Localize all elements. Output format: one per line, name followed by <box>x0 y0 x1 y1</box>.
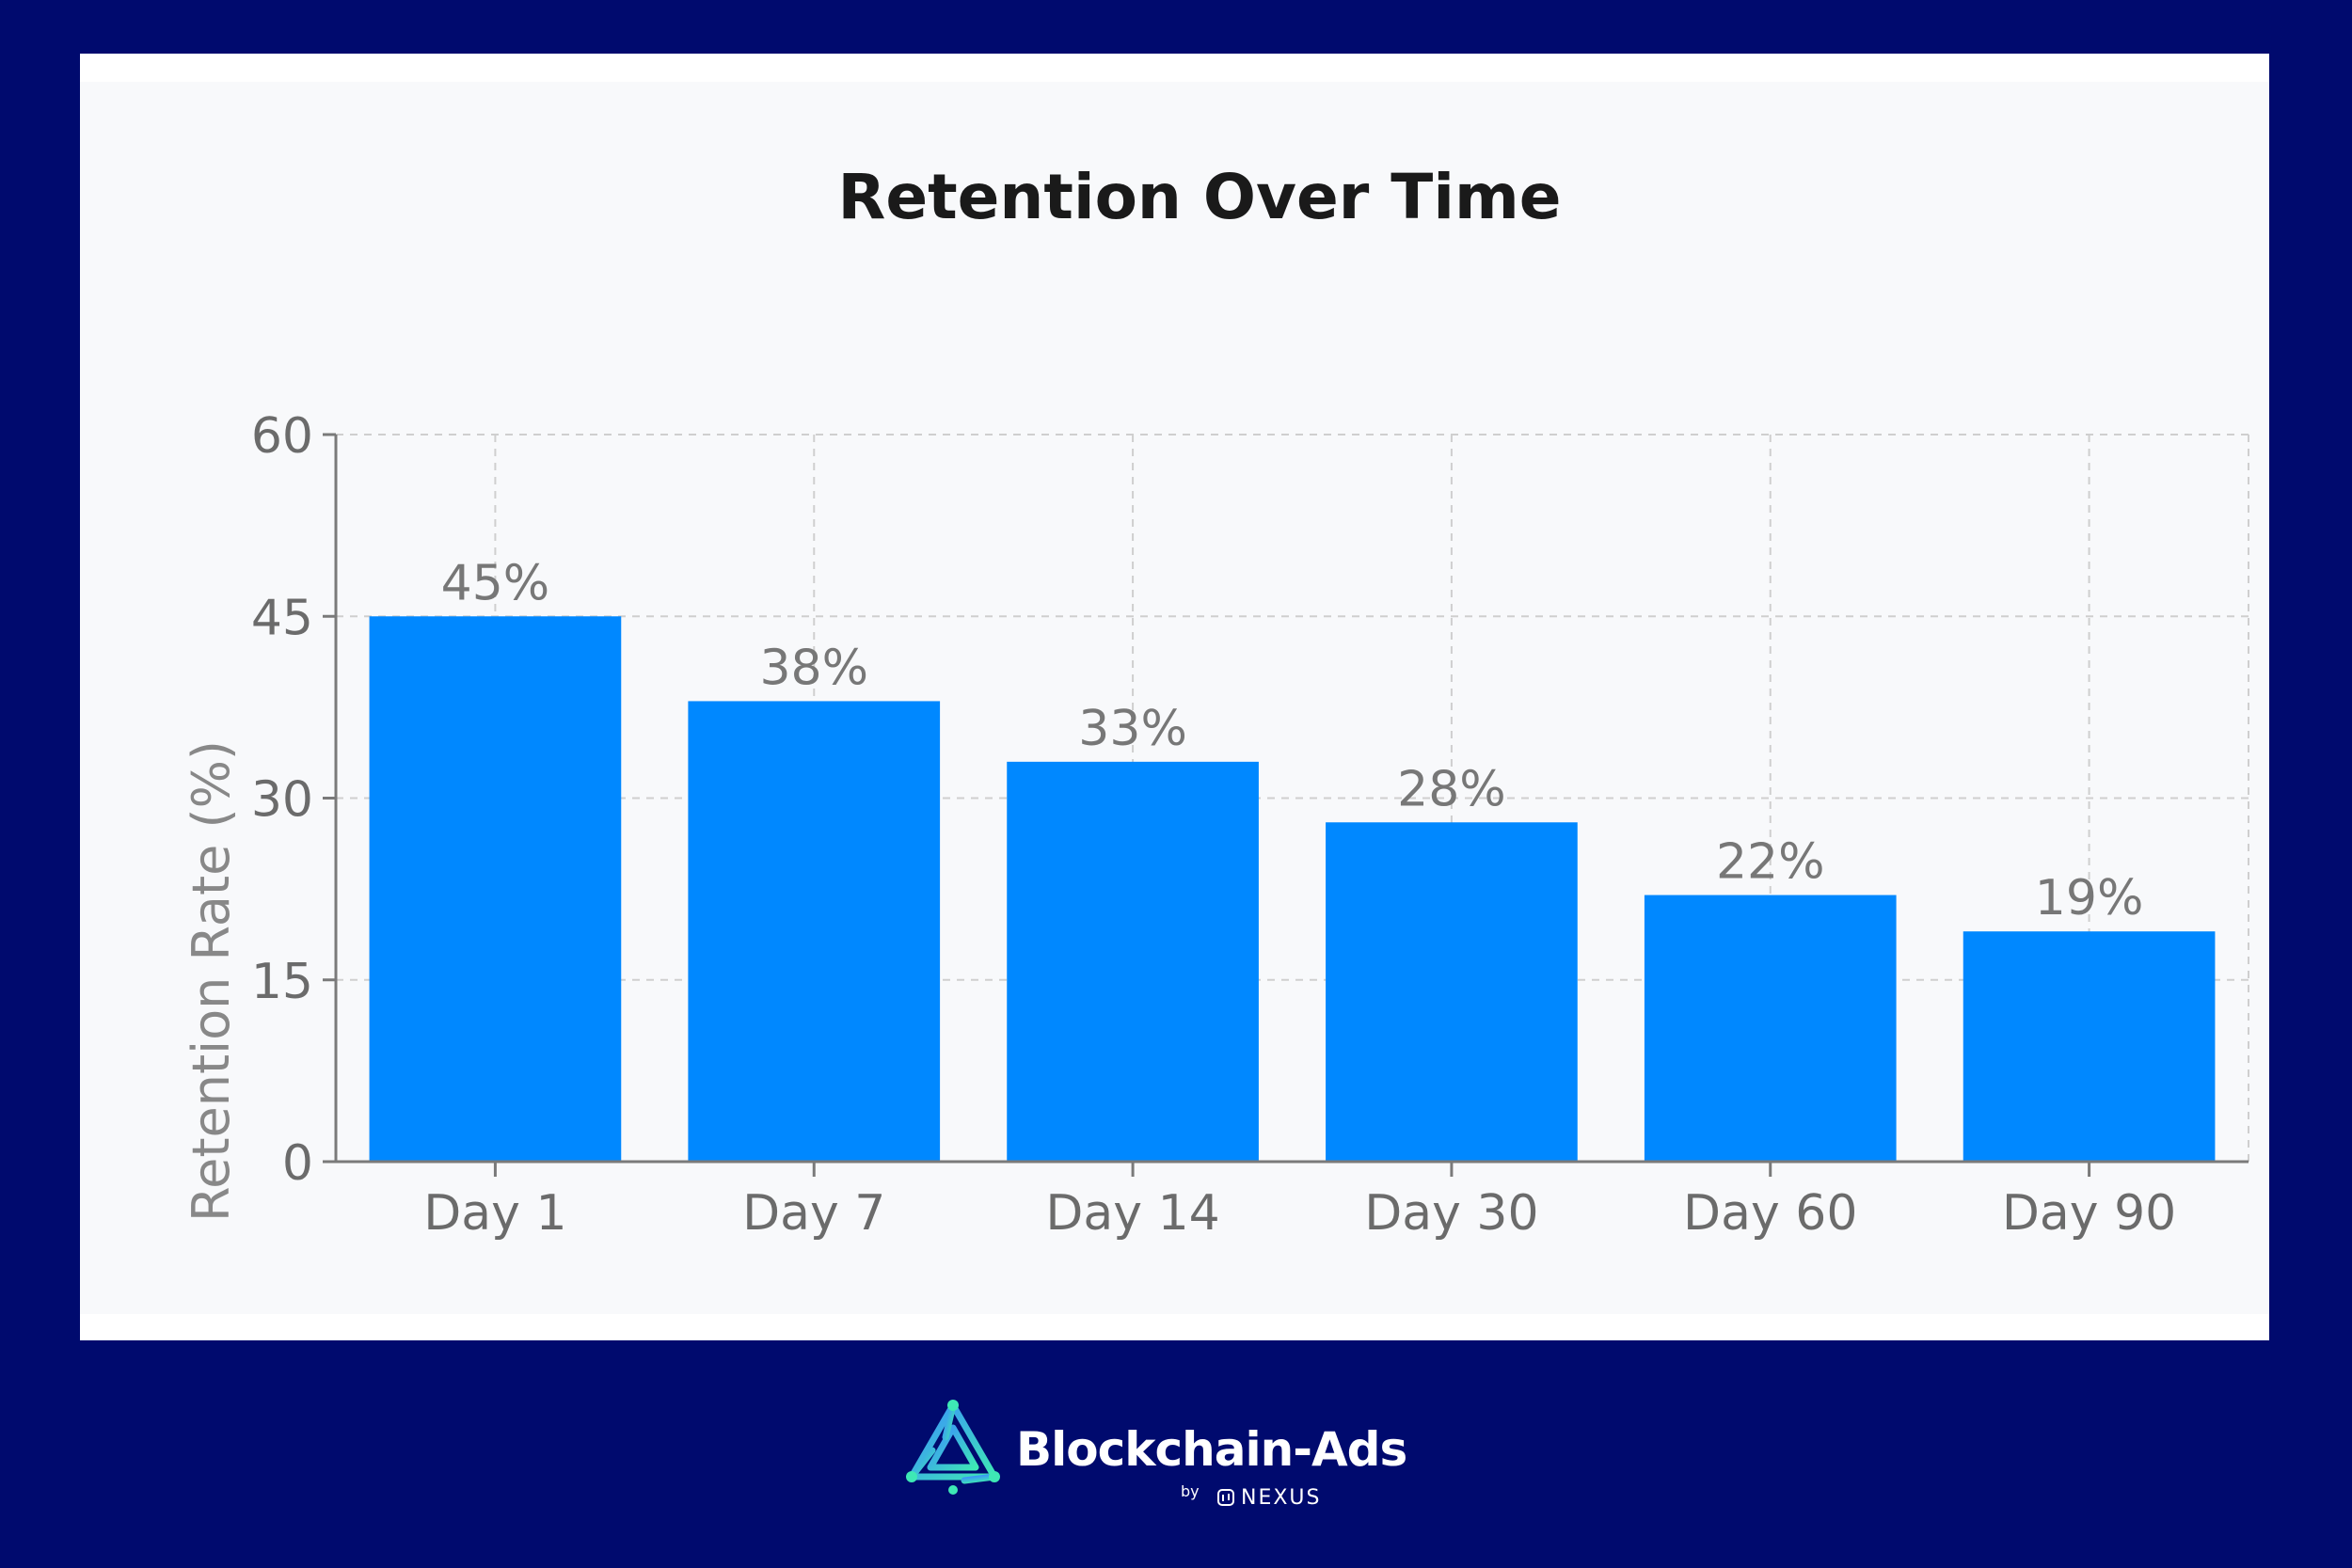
bar-value-label: 19% <box>2035 870 2144 927</box>
bar-value-label: 38% <box>759 640 868 696</box>
bar-value-label: 33% <box>1078 701 1187 757</box>
bar <box>369 616 622 1162</box>
y-tick-labels: 0 15 30 45 60 <box>251 408 313 1192</box>
bars <box>369 616 2216 1162</box>
plot-panel: Retention Over Time 45% 38% 33% 28% 22% 19% 0… <box>80 82 2269 1314</box>
x-tick-labels: Day 1 Day 7 Day 14 Day 30 Day 60 Day 90 <box>423 1185 2176 1242</box>
x-tick-label: Day 14 <box>1045 1185 1219 1242</box>
x-tick-label: Day 1 <box>423 1185 566 1242</box>
y-tick-label: 15 <box>251 954 313 1010</box>
bar-value-label: 45% <box>441 555 550 611</box>
x-tick-label: Day 7 <box>742 1185 885 1242</box>
bar <box>688 701 941 1162</box>
nexus-logo-icon <box>1217 1489 1234 1506</box>
chart-card: Retention Over Time 45% 38% 33% 28% 22% 19% 0… <box>80 54 2269 1340</box>
chart-title: Retention Over Time <box>838 161 1562 233</box>
y-axis-label: Retention Rate (%) <box>182 740 241 1222</box>
brand-by-text: by <box>1181 1482 1200 1500</box>
brand-name: Blockchain-Ads <box>1016 1422 1407 1477</box>
y-tick-label: 60 <box>251 408 313 465</box>
y-tick-label: 30 <box>251 772 313 829</box>
blockchain-ads-logo-icon <box>906 1400 1000 1495</box>
bar <box>1963 931 2216 1162</box>
gridlines <box>336 434 2249 1162</box>
x-tick-label: Day 30 <box>1364 1185 1538 1242</box>
y-tick-label: 0 <box>282 1135 313 1192</box>
y-tick-label: 45 <box>251 590 313 646</box>
brand-footer: Blockchain-Ads by NEXUS <box>898 1392 1463 1524</box>
retention-bar-chart: Retention Over Time 45% 38% 33% 28% 22% 19% 0… <box>182 161 2249 1242</box>
bar <box>1326 822 1578 1162</box>
bar-value-label: 22% <box>1716 834 1825 891</box>
bar <box>1007 761 1259 1162</box>
x-tick-label: Day 90 <box>2002 1185 2176 1242</box>
brand-sub-name: NEXUS <box>1241 1486 1322 1510</box>
bar-value-label: 28% <box>1397 761 1506 817</box>
data-labels: 45% 38% 33% 28% 22% 19% <box>441 555 2144 927</box>
axes <box>323 433 2249 1177</box>
x-tick-label: Day 60 <box>1683 1185 1857 1242</box>
bar <box>1644 895 1897 1162</box>
